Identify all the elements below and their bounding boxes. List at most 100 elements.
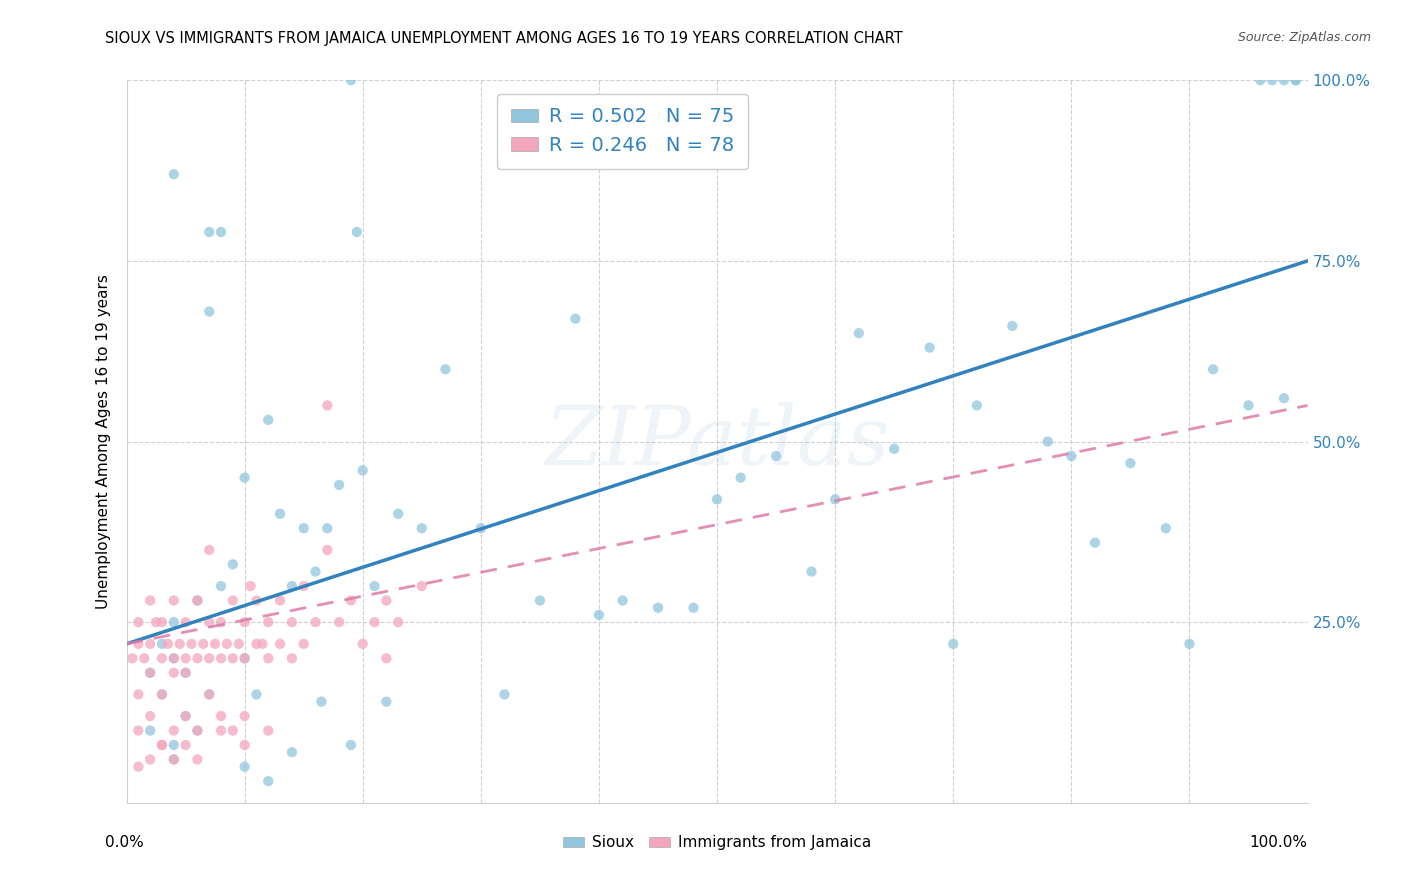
Point — [292, 637, 315, 651]
Point — [387, 615, 409, 630]
Point — [1272, 391, 1295, 405]
Point — [209, 225, 232, 239]
Point — [848, 326, 870, 340]
Point — [127, 687, 149, 701]
Point — [375, 651, 398, 665]
Point — [139, 665, 162, 680]
Point — [434, 362, 457, 376]
Point — [139, 723, 162, 738]
Point — [363, 579, 385, 593]
Point — [706, 492, 728, 507]
Point — [966, 398, 988, 412]
Point — [1202, 362, 1225, 376]
Point — [180, 637, 202, 651]
Point — [186, 752, 208, 766]
Point — [340, 738, 363, 752]
Point — [198, 687, 221, 701]
Point — [239, 579, 262, 593]
Point — [942, 637, 965, 651]
Point — [163, 723, 186, 738]
Point — [1261, 73, 1284, 87]
Point — [222, 651, 245, 665]
Point — [304, 615, 326, 630]
Point — [169, 637, 191, 651]
Point — [340, 593, 363, 607]
Point — [1285, 73, 1308, 87]
Point — [494, 687, 516, 701]
Point — [375, 593, 398, 607]
Point — [269, 507, 291, 521]
Text: SIOUX VS IMMIGRANTS FROM JAMAICA UNEMPLOYMENT AMONG AGES 16 TO 19 YEARS CORRELAT: SIOUX VS IMMIGRANTS FROM JAMAICA UNEMPLO… — [105, 31, 903, 46]
Point — [198, 615, 221, 630]
Point — [328, 615, 350, 630]
Point — [186, 593, 208, 607]
Point — [316, 398, 339, 412]
Point — [174, 651, 197, 665]
Point — [198, 542, 221, 557]
Point — [257, 723, 280, 738]
Point — [1060, 449, 1083, 463]
Point — [1119, 456, 1142, 470]
Point — [1178, 637, 1201, 651]
Point — [730, 470, 752, 484]
Point — [163, 738, 186, 752]
Point — [340, 73, 363, 87]
Point — [257, 774, 280, 789]
Text: Source: ZipAtlas.com: Source: ZipAtlas.com — [1237, 31, 1371, 45]
Point — [198, 651, 221, 665]
Point — [163, 651, 186, 665]
Point — [1285, 73, 1308, 87]
Point — [257, 651, 280, 665]
Point — [233, 760, 256, 774]
Point — [215, 637, 238, 651]
Point — [245, 637, 267, 651]
Point — [209, 709, 232, 723]
Point — [647, 600, 669, 615]
Point — [470, 521, 492, 535]
Point — [127, 615, 149, 630]
Point — [588, 607, 610, 622]
Point — [233, 470, 256, 484]
Point — [363, 615, 385, 630]
Point — [269, 593, 291, 607]
Point — [139, 637, 162, 651]
Point — [163, 651, 186, 665]
Point — [281, 745, 304, 759]
Point — [174, 665, 197, 680]
Point — [174, 738, 197, 752]
Point — [163, 167, 186, 181]
Point — [529, 593, 551, 607]
Point — [222, 558, 245, 572]
Legend: Sioux, Immigrants from Jamaica: Sioux, Immigrants from Jamaica — [557, 830, 877, 856]
Point — [174, 709, 197, 723]
Point — [163, 752, 186, 766]
Point — [163, 593, 186, 607]
Point — [174, 665, 197, 680]
Point — [209, 723, 232, 738]
Point — [156, 637, 179, 651]
Point — [150, 738, 173, 752]
Point — [281, 651, 304, 665]
Point — [150, 637, 173, 651]
Point — [193, 637, 215, 651]
Point — [824, 492, 846, 507]
Point — [800, 565, 823, 579]
Point — [163, 665, 186, 680]
Point — [316, 521, 339, 535]
Point — [139, 593, 162, 607]
Point — [198, 687, 221, 701]
Point — [1249, 73, 1271, 87]
Point — [222, 593, 245, 607]
Point — [150, 687, 173, 701]
Point — [145, 615, 167, 630]
Point — [163, 752, 186, 766]
Point — [281, 615, 304, 630]
Point — [245, 593, 267, 607]
Point — [304, 565, 326, 579]
Point — [311, 695, 333, 709]
Point — [233, 651, 256, 665]
Point — [292, 521, 315, 535]
Point — [233, 615, 256, 630]
Point — [186, 593, 208, 607]
Point — [233, 738, 256, 752]
